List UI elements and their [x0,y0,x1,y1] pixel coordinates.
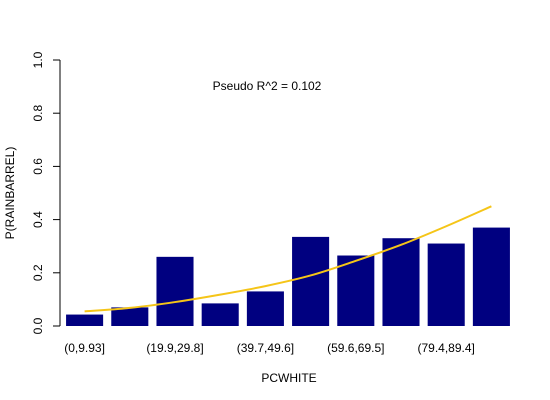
bar [292,236,330,326]
x-tick-label: (19.9,29.8] [146,341,203,355]
bar [382,238,420,326]
y-tick-label: 0.4 [31,211,45,228]
y-tick-label: 0.8 [31,105,45,122]
bar [246,291,284,326]
y-tick-label: 0.0 [31,317,45,334]
bars [66,227,510,326]
x-tick-label: (39.7,49.6] [237,341,294,355]
fit-curve [84,205,492,313]
bar [66,314,104,326]
bar [156,256,194,326]
y-axis-title: P(RAINBARREL) [3,147,17,240]
bar [472,227,510,326]
y-tick-label: 0.2 [31,264,45,281]
bar [111,307,149,326]
bar [201,303,239,326]
y-tick-label: 1.0 [31,51,45,68]
fit-curve-group [84,205,492,313]
x-tick-label: (79.4,89.4] [418,341,475,355]
x-tick-label: (59.6,69.5] [327,341,384,355]
x-axis-title: PCWHITE [261,371,316,385]
bar [337,255,375,326]
bar [427,243,465,326]
x-tick-labels: (0,9.93] (19.9,29.8] (39.7,49.6] (59.6,69.5… [64,341,475,355]
y-axis: 0.0 0.2 0.4 0.6 0.8 1.0 [31,51,61,334]
pseudo-r2-annotation: Pseudo R^2 = 0.102 [213,79,322,93]
y-tick-label: 0.6 [31,158,45,175]
x-tick-label: (0,9.93] [64,341,105,355]
